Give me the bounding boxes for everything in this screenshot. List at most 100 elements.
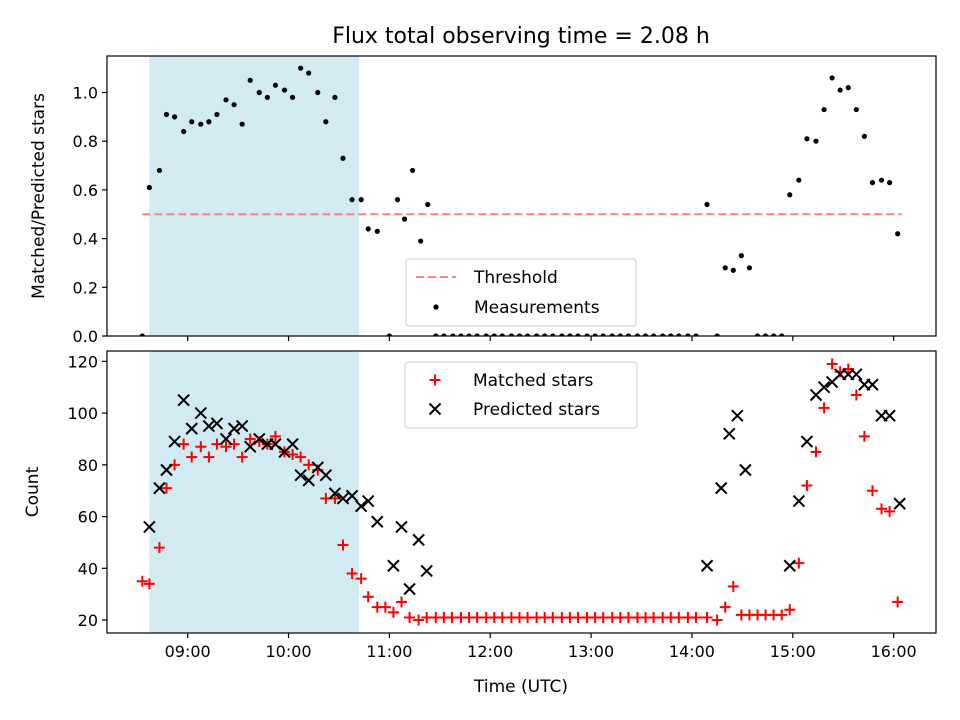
y-tick-label: 1.0: [73, 84, 98, 103]
predicted-star-point: [345, 489, 359, 503]
matched-star-point: [236, 451, 248, 463]
measurement-point: [306, 70, 312, 76]
measurement-point: [887, 180, 893, 186]
measurement-point: [491, 333, 497, 336]
predicted-star-point: [336, 492, 350, 505]
predicted-star-point: [714, 481, 728, 495]
measurement-point: [281, 87, 288, 93]
predicted-star-point: [202, 419, 216, 433]
measurement-point: [693, 333, 699, 336]
measurement-point: [813, 138, 819, 144]
measurement-point: [722, 265, 728, 271]
matched-star-point: [776, 609, 788, 621]
measurement-point: [340, 155, 346, 161]
legend-threshold-label: Threshold: [473, 268, 558, 288]
matched-star-point: [355, 573, 367, 585]
predicted-star-point: [302, 474, 315, 487]
measurement-point: [206, 119, 212, 125]
matched-star-point: [269, 430, 281, 442]
bottom-panel: 20 40 60 80 100 120 09:00 10:00 11:00 12:00 13:00 1…: [23, 350, 937, 661]
legend-box: [404, 361, 638, 429]
predicted-star-point: [395, 520, 408, 534]
x-axis-label: Time (UTC): [473, 677, 568, 697]
measurement-point: [771, 333, 777, 336]
axes-frame: [106, 55, 937, 337]
matched-star-point: [404, 611, 416, 623]
predicted-star-point: [227, 422, 241, 435]
measurement-point: [609, 333, 615, 336]
matched-star-point: [153, 542, 165, 554]
matched-star-point: [203, 451, 215, 463]
y-tick-label: 0.4: [73, 230, 98, 249]
y-tick-label: 40: [78, 559, 98, 578]
predicted-star-point: [403, 582, 416, 596]
matched-star-point: [719, 601, 731, 613]
measurement-point: [821, 106, 827, 113]
measurement-point: [441, 333, 447, 336]
measurement-point: [853, 106, 859, 113]
measurement-point: [508, 333, 515, 336]
measurement-point: [189, 119, 195, 125]
measurement-point: [433, 333, 439, 336]
measurement-point: [754, 333, 761, 336]
predicted-star-point: [371, 515, 384, 528]
x-tick-label: 09:00: [165, 642, 211, 661]
predicted-star-point: [387, 559, 400, 572]
matched-star-point: [178, 438, 190, 450]
y-tick-label: 60: [78, 508, 98, 527]
x-tick-label: 13:00: [568, 642, 614, 661]
measurement-point: [247, 77, 253, 83]
predicted-star-point: [866, 378, 879, 391]
measurement-point: [239, 121, 245, 127]
matched-star-point: [690, 611, 702, 623]
predicted-star-point: [160, 463, 173, 477]
matched-star-point: [711, 614, 723, 626]
measurement-point: [829, 75, 835, 81]
measurement-point: [617, 333, 623, 336]
predicted-star-point: [723, 427, 736, 440]
legend-box: [405, 258, 637, 327]
measurement-point: [450, 333, 456, 336]
predicted-star-point: [739, 463, 752, 477]
matched-star-point: [413, 614, 425, 626]
y-tick-label: 100: [67, 404, 98, 423]
measurement-point: [181, 128, 187, 135]
predicted-star-point: [893, 497, 906, 510]
measurement-point: [584, 333, 590, 336]
matched-star-point: [395, 596, 407, 608]
measurement-point: [499, 333, 505, 336]
y-tick-label: 0.2: [73, 278, 98, 297]
predicted-star-point: [219, 432, 233, 446]
measurement-point: [559, 333, 565, 336]
measurement-point: [139, 333, 145, 336]
y-axis-label: Matched/Predicted stars: [29, 93, 49, 299]
predicted-star-point: [731, 409, 744, 422]
legend-matched-label: Matched stars: [473, 371, 593, 391]
measurement-point: [878, 177, 885, 183]
matched-star-point: [810, 446, 822, 458]
legend-predicted-swatch: [428, 402, 442, 416]
matched-star-point: [143, 578, 155, 590]
y-tick-label: 0.8: [73, 132, 98, 151]
matched-star-point: [701, 611, 713, 623]
measurement-point: [483, 333, 489, 336]
matched-star-point: [136, 575, 148, 587]
legend-measurements-label: Measurements: [474, 298, 600, 318]
predicted-star-point: [153, 481, 166, 495]
measurement-point: [592, 333, 598, 336]
measurement-point: [845, 85, 851, 91]
measurement-point: [332, 94, 338, 100]
measurement-point: [365, 226, 371, 232]
matched-star-point: [858, 430, 870, 442]
predicted-star-point: [319, 468, 333, 482]
x-tick-label: 14:00: [669, 642, 715, 661]
matched-star-point: [220, 441, 232, 453]
predicted-star-point: [817, 381, 831, 394]
measurement-point: [524, 333, 531, 336]
observing-window-shade: [149, 56, 360, 336]
matched-star-point: [379, 601, 391, 613]
matched-star-point: [195, 441, 207, 453]
measurement-point: [704, 201, 710, 208]
measurement-point: [298, 65, 304, 71]
